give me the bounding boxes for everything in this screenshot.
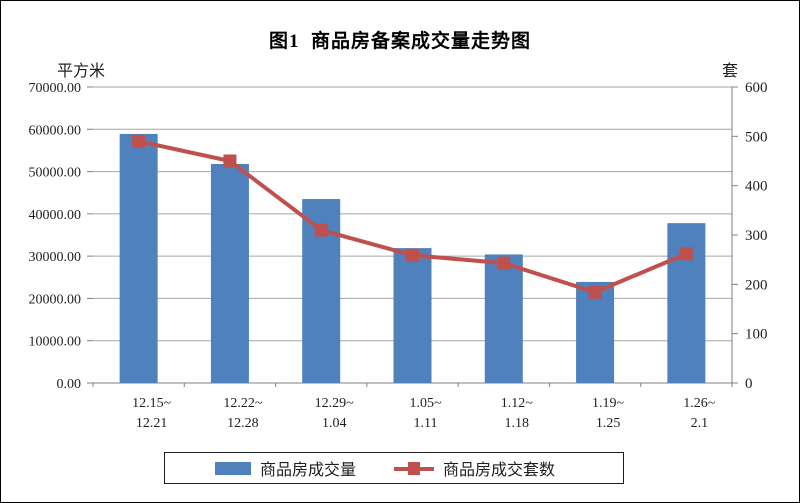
left-axis-tick-label: 60000.00: [29, 123, 82, 138]
left-axis-tick-label: 40000.00: [29, 208, 82, 223]
chart-title: 图1 商品房备案成交量走势图: [268, 31, 531, 52]
line-marker-4: [497, 256, 511, 270]
left-axis-tick-label: 50000.00: [29, 166, 82, 181]
x-axis-label: 1.12~ 1.18: [500, 396, 533, 431]
line-marker-2: [314, 223, 328, 237]
x-axis-label: 1.05~ 1.11: [409, 396, 442, 431]
legend-box: 商品房成交量 商品房成交套数: [164, 452, 624, 484]
legend-count-label: 商品房成交套数: [443, 462, 556, 479]
right-axis-unit-label: 套: [722, 63, 739, 80]
bar-0: [119, 133, 158, 383]
bar-5: [576, 281, 615, 383]
bar-4: [484, 254, 523, 383]
line-marker-swatch-icon: [394, 461, 435, 475]
x-axis-label: 12.15~ 12.21: [132, 396, 172, 431]
left-axis-unit-label: 平方米: [57, 63, 106, 80]
x-axis-label: 12.22~ 12.28: [223, 396, 263, 431]
bar-1: [210, 163, 249, 383]
left-axis-tick-label: 10000.00: [29, 335, 82, 350]
left-axis-tick-label: 70000.00: [29, 81, 82, 96]
x-axis-label: 1.26~ 2.1: [683, 396, 716, 431]
left-axis-tick-label: 20000.00: [29, 292, 82, 307]
right-axis-tick-label: 400: [745, 179, 768, 195]
legend-item-count: 商品房成交套数: [394, 456, 555, 480]
left-axis-tick-label: 0.00: [57, 377, 82, 392]
line-marker-6: [679, 247, 693, 261]
bar-6: [667, 223, 706, 383]
right-axis-tick-label: 200: [745, 277, 768, 293]
left-axis-tick-label: 30000.00: [29, 250, 82, 265]
line-marker-1: [223, 154, 237, 168]
line-marker-3: [406, 248, 419, 262]
line-marker-0: [132, 134, 146, 148]
right-axis-tick-label: 500: [745, 129, 768, 145]
right-axis-tick-label: 0: [745, 376, 753, 392]
right-axis-tick-label: 600: [745, 80, 768, 96]
bar-swatch-icon: [215, 461, 251, 475]
line-marker-5: [588, 285, 602, 299]
x-axis-label: 12.29~ 1.04: [314, 396, 354, 431]
right-axis-tick-label: 100: [745, 327, 768, 343]
x-axis-label: 1.19~ 1.25: [592, 396, 625, 431]
right-axis-tick-label: 300: [745, 228, 768, 244]
legend-item-volume: 商品房成交量: [215, 456, 356, 480]
bar-3: [393, 248, 432, 383]
legend-volume-label: 商品房成交量: [260, 462, 357, 479]
line-swatch-marker: [408, 461, 421, 475]
